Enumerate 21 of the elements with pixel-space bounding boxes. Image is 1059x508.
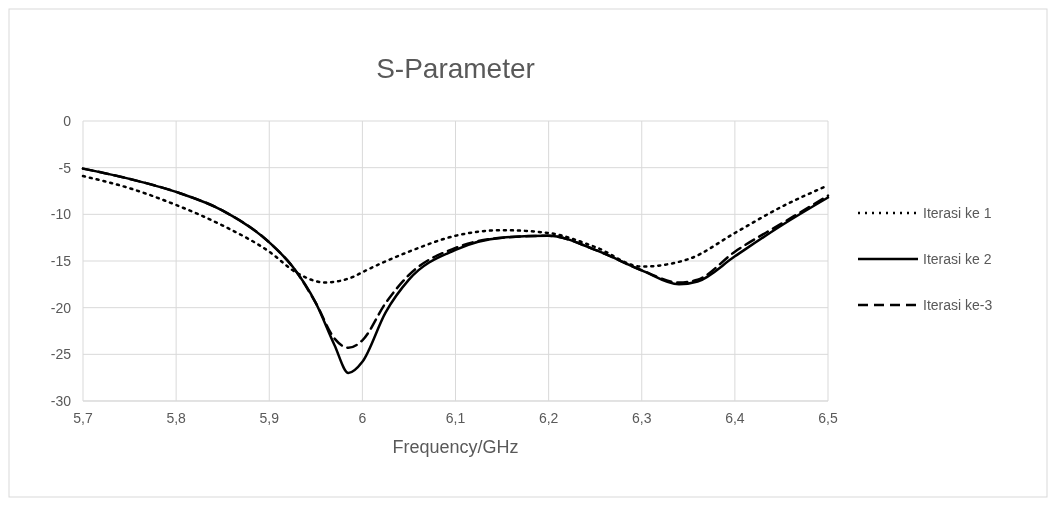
y-tick-label: -10 bbox=[50, 206, 72, 223]
x-tick-label: 6,4 bbox=[725, 410, 745, 426]
legend-label: Iterasi ke 2 bbox=[923, 250, 992, 267]
y-tick-label: -30 bbox=[50, 392, 72, 409]
x-axis-title: Frequency/GHz bbox=[392, 437, 519, 457]
y-tick-label: -25 bbox=[50, 346, 72, 363]
x-tick-label: 5,8 bbox=[166, 410, 187, 426]
x-tick-label: 6,2 bbox=[538, 410, 559, 426]
x-tick-label: 6,5 bbox=[818, 410, 838, 426]
chart-title: S-Parameter bbox=[376, 53, 535, 84]
y-tick-label: -15 bbox=[50, 252, 72, 269]
x-tick-label: 6,1 bbox=[445, 410, 466, 426]
legend-label: Iterasi ke 1 bbox=[923, 204, 992, 221]
x-tick-label: 6,3 bbox=[632, 410, 652, 426]
y-tick-label: -20 bbox=[50, 299, 72, 316]
x-tick-label: 5,7 bbox=[73, 410, 93, 426]
y-tick-label: -5 bbox=[58, 159, 72, 176]
y-tick-label: 0 bbox=[63, 112, 72, 129]
legend-label: Iterasi ke-3 bbox=[923, 296, 993, 313]
x-tick-label: 5,9 bbox=[259, 410, 280, 426]
x-tick-label: 6 bbox=[358, 410, 367, 426]
